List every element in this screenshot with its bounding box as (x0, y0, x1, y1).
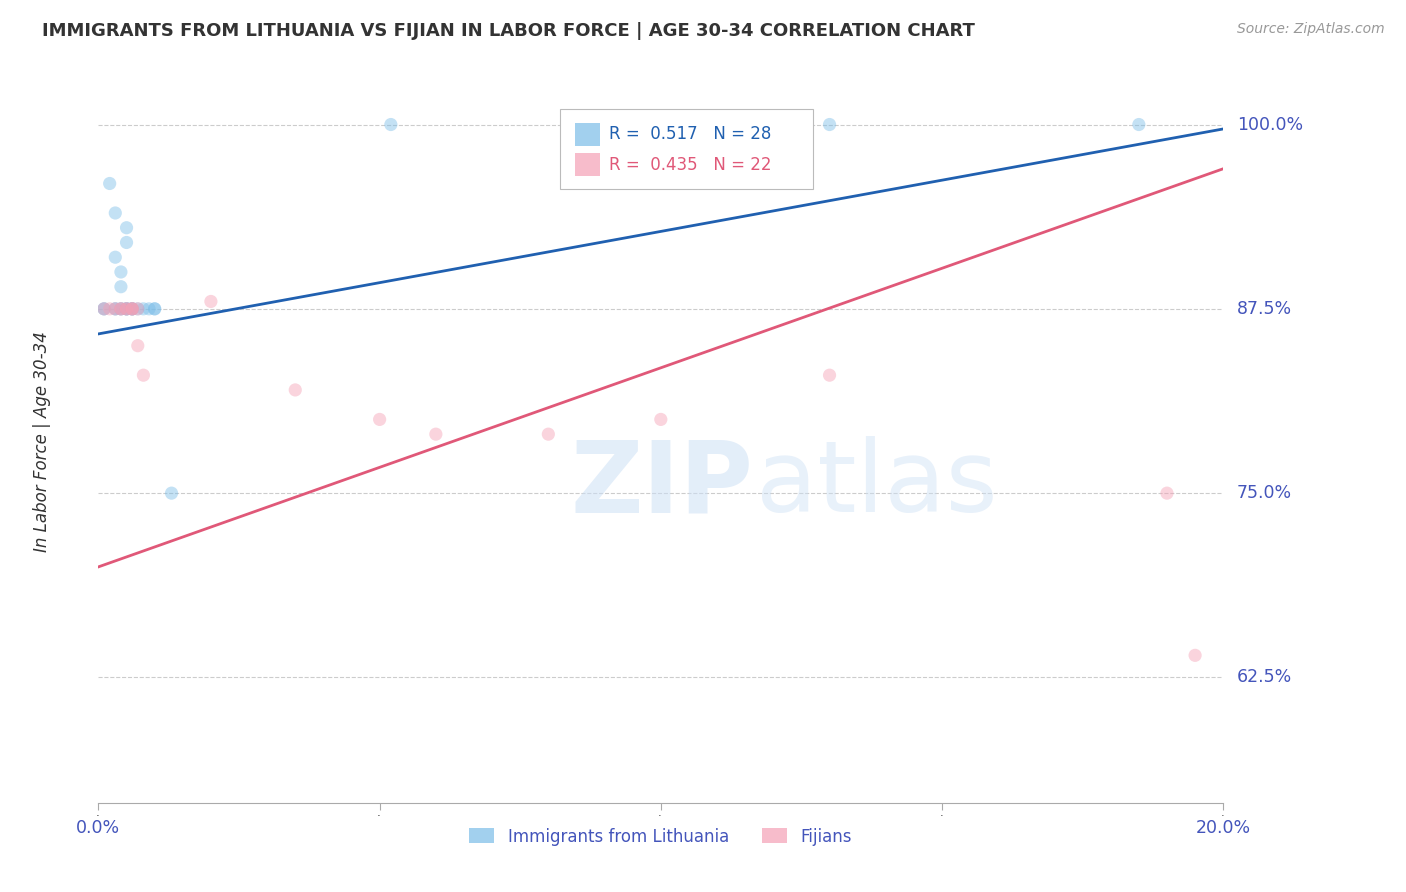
Point (98, 177, 121, 191)
Point (104, 301, 127, 316)
Point (110, 301, 132, 316)
Text: 87.5%: 87.5% (1237, 300, 1292, 318)
Bar (575, 153, 600, 177)
Point (93, 301, 115, 316)
Point (284, 383, 307, 397)
Point (110, 301, 132, 316)
Point (368, 412, 391, 426)
Text: 100.0%: 100.0% (1237, 116, 1303, 134)
Point (143, 301, 166, 316)
Point (93, 301, 115, 316)
Point (200, 294, 222, 309)
Point (818, 118, 841, 132)
Point (98, 301, 121, 316)
Point (110, 301, 132, 316)
Point (127, 301, 149, 316)
Point (115, 301, 138, 316)
Point (650, 412, 672, 426)
Text: 75.0%: 75.0% (1237, 484, 1292, 502)
Point (818, 368, 841, 383)
Text: R =  0.517   N = 28: R = 0.517 N = 28 (609, 126, 772, 144)
Point (1184, 648, 1206, 663)
Legend: Immigrants from Lithuania, Fijians: Immigrants from Lithuania, Fijians (463, 821, 859, 852)
Point (121, 301, 143, 316)
Point (110, 279, 132, 293)
Point (104, 250, 127, 264)
Point (132, 368, 155, 383)
FancyBboxPatch shape (560, 109, 813, 189)
Point (93, 301, 115, 316)
Point (143, 301, 166, 316)
Point (121, 301, 143, 316)
Text: R =  0.435   N = 22: R = 0.435 N = 22 (609, 156, 772, 174)
Point (115, 235, 138, 250)
Point (110, 265, 132, 279)
Point (115, 301, 138, 316)
Point (127, 339, 149, 353)
Point (121, 301, 143, 316)
Bar (575, 123, 600, 146)
Point (160, 486, 183, 500)
Point (115, 220, 138, 235)
Point (537, 427, 560, 442)
Point (115, 301, 138, 316)
Text: ZIP: ZIP (571, 436, 754, 533)
Point (121, 301, 143, 316)
Point (1156, 486, 1178, 500)
Text: 0.0%: 0.0% (76, 820, 121, 838)
Point (425, 427, 447, 442)
Point (121, 301, 143, 316)
Point (104, 301, 127, 316)
Text: 62.5%: 62.5% (1237, 668, 1292, 687)
Point (104, 206, 127, 220)
Text: atlas: atlas (756, 436, 998, 533)
Point (380, 118, 402, 132)
Point (104, 301, 127, 316)
Text: IMMIGRANTS FROM LITHUANIA VS FIJIAN IN LABOR FORCE | AGE 30-34 CORRELATION CHART: IMMIGRANTS FROM LITHUANIA VS FIJIAN IN L… (42, 22, 974, 40)
Point (1128, 118, 1150, 132)
Point (127, 301, 149, 316)
Point (121, 301, 143, 316)
Point (138, 301, 160, 316)
Text: In Labor Force | Age 30-34: In Labor Force | Age 30-34 (34, 331, 51, 552)
Text: Source: ZipAtlas.com: Source: ZipAtlas.com (1237, 22, 1385, 37)
Point (110, 301, 132, 316)
Point (115, 301, 138, 316)
Point (115, 301, 138, 316)
Point (132, 301, 155, 316)
Text: 20.0%: 20.0% (1195, 820, 1251, 838)
